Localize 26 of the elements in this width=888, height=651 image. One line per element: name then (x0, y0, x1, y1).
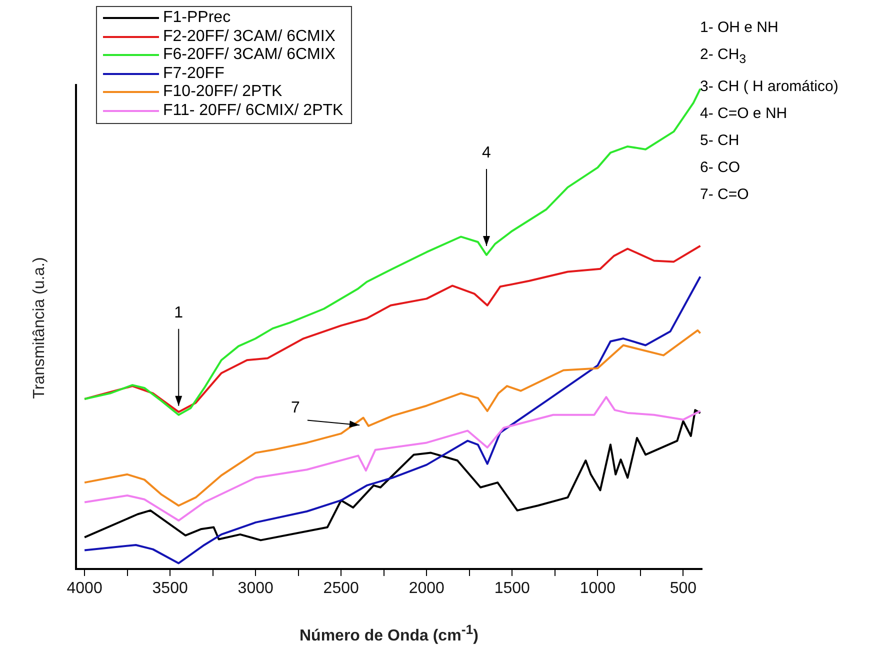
annotation: 4 (482, 144, 492, 162)
x-tick-label: 3000 (238, 580, 274, 598)
legend-label: F6-20FF/ 3CAM/ 6CMIX (163, 46, 336, 64)
x-tick-label: 1500 (494, 580, 530, 598)
x-tick-label: 1000 (580, 580, 616, 598)
annotation: 3- CH ( H aromático) (700, 77, 838, 97)
legend-label: F11- 20FF/ 6CMIX/ 2PTK (163, 102, 344, 120)
annotation: 4- C=O e NH (700, 104, 788, 124)
text: 2- CH$_{3}$ (700, 45, 748, 68)
x-tick-label: 500 (670, 580, 697, 598)
annotation: 7 (291, 399, 300, 416)
text: 1- OH e NH (700, 18, 780, 38)
legend-label: F2-20FF/ 3CAM/ 6CMIX (163, 28, 336, 46)
x-axis-title: Número de Onda (cm$^{-1}$) (298, 622, 480, 646)
x-tick-label: 3500 (152, 580, 188, 598)
y-axis-title: Transmitância (u.a.) (31, 257, 49, 399)
legend-label: F10-20FF/ 2PTK (163, 83, 282, 102)
x-tick-label: 2500 (323, 580, 360, 598)
legend-label: F7-20FF (163, 64, 224, 83)
annotation: 6- CO (700, 158, 742, 178)
annotation: 1 (174, 304, 184, 322)
annotation: 5- CH (700, 131, 740, 151)
legend-label: F1-PPrec (163, 9, 231, 28)
annotation: 7- C=O (700, 185, 750, 205)
x-tick-label: 4000 (66, 580, 102, 598)
x-tick-label: 2000 (408, 580, 445, 598)
